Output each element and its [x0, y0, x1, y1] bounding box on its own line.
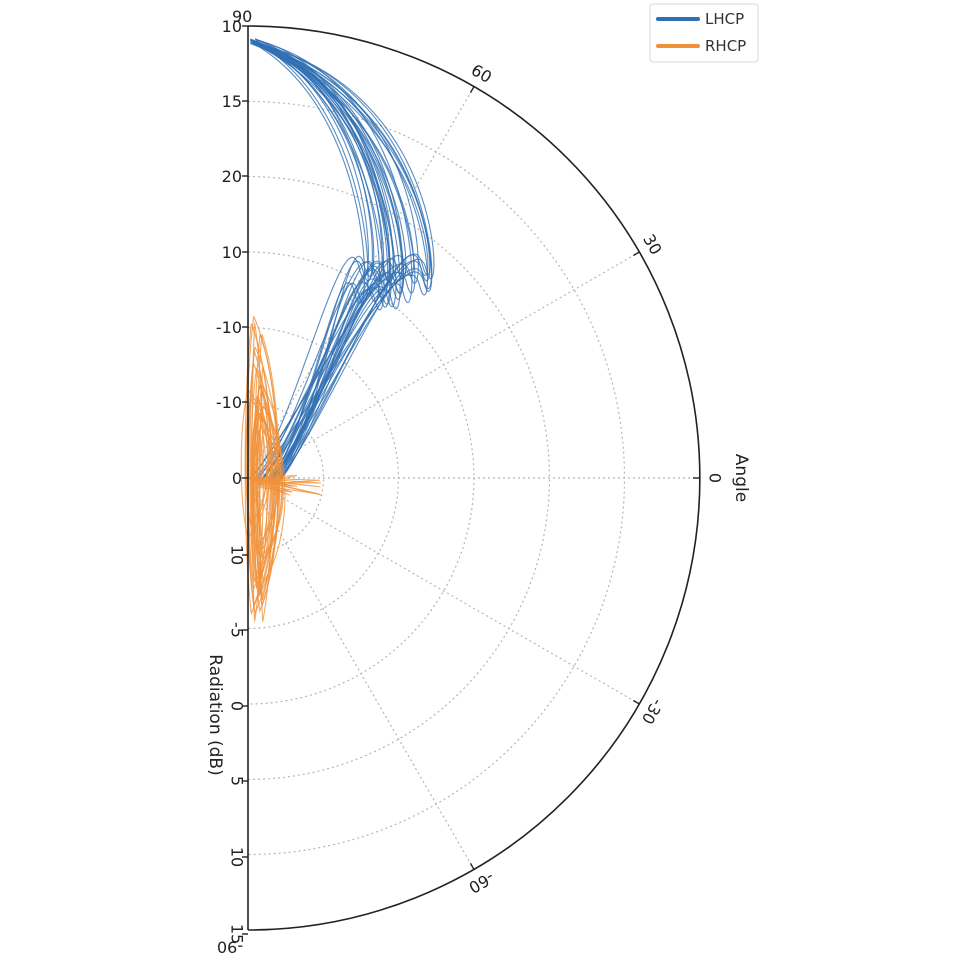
- radial-tick-label-lower: 0: [228, 701, 247, 711]
- series-line-lhcp: [255, 40, 413, 480]
- series-line-lhcp: [249, 41, 380, 482]
- angle-tick-mark: [633, 699, 640, 705]
- series-line-rhcp: [259, 430, 275, 551]
- radial-tick-label-lower: 5: [228, 776, 247, 786]
- series-line-lhcp: [252, 41, 432, 479]
- series-line-rhcp: [252, 386, 281, 598]
- angle-tick-label: 0: [706, 473, 725, 483]
- radial-tick-label-upper: 10: [222, 243, 242, 262]
- radial-tick-label-upper: 0: [232, 469, 242, 488]
- series-line-lhcp: [255, 38, 373, 479]
- angle-tick-label: -90: [217, 938, 243, 957]
- series-line-lhcp: [253, 41, 383, 481]
- series-line-lhcp: [251, 42, 435, 481]
- legend-entries: LHCP RHCP: [656, 10, 746, 55]
- series-line-rhcp: [256, 405, 284, 561]
- angle-tick-label: 90: [232, 7, 252, 26]
- radial-tick-label-upper: -10: [216, 393, 242, 412]
- angle-tick-mark: [469, 86, 475, 93]
- series-line-lhcp: [253, 42, 433, 480]
- series-line-lhcp: [249, 38, 369, 477]
- series-line-rhcp: [259, 366, 273, 622]
- series-line-lhcp: [255, 41, 431, 478]
- radial-tick-label-lower: -5: [228, 622, 247, 638]
- grid-spoke: [247, 251, 640, 479]
- radial-axis-title: Radiation (dB): [205, 654, 225, 775]
- radial-tick-label-upper: 20: [222, 167, 242, 186]
- radial-tick-label-lower: 10: [228, 545, 247, 565]
- legend: LHCP RHCP: [649, 3, 759, 63]
- radial-tick-label-lower: 15: [228, 924, 247, 944]
- series-line-rhcp: [247, 477, 321, 484]
- radial-tick-label-upper: 15: [222, 92, 242, 111]
- radial-tick-label-upper: 10: [222, 17, 242, 36]
- series-layer: [240, 38, 435, 622]
- angle-tick-label: 30: [639, 231, 666, 258]
- angle-tick-mark: [469, 863, 475, 870]
- polar-grid: [247, 86, 700, 870]
- grid-spoke: [247, 477, 475, 870]
- series-line-rhcp: [249, 350, 270, 583]
- series-lhcp: [249, 38, 435, 485]
- series-line-rhcp: [250, 367, 277, 590]
- series-line-lhcp: [253, 43, 366, 483]
- series-line-lhcp: [253, 40, 405, 480]
- series-line-lhcp: [251, 39, 429, 482]
- series-line-rhcp: [247, 477, 320, 486]
- radial-tick-label-lower: 10: [228, 847, 247, 867]
- series-line-lhcp: [253, 40, 369, 484]
- angle-tick-mark: [633, 251, 640, 257]
- series-rhcp: [240, 316, 323, 622]
- radial-tick-label-upper: -10: [216, 318, 242, 337]
- series-line-rhcp: [247, 346, 280, 615]
- series-line-lhcp: [253, 42, 431, 478]
- grid-spoke: [247, 477, 640, 705]
- angle-tick-label: 60: [468, 60, 495, 87]
- series-line-lhcp: [250, 41, 429, 484]
- series-line-rhcp: [258, 390, 275, 600]
- series-line-rhcp: [256, 334, 280, 607]
- angle-axis-title: Angle: [731, 454, 751, 502]
- legend-label-lhcp: LHCP: [705, 10, 744, 28]
- legend-label-rhcp: RHCP: [705, 37, 746, 55]
